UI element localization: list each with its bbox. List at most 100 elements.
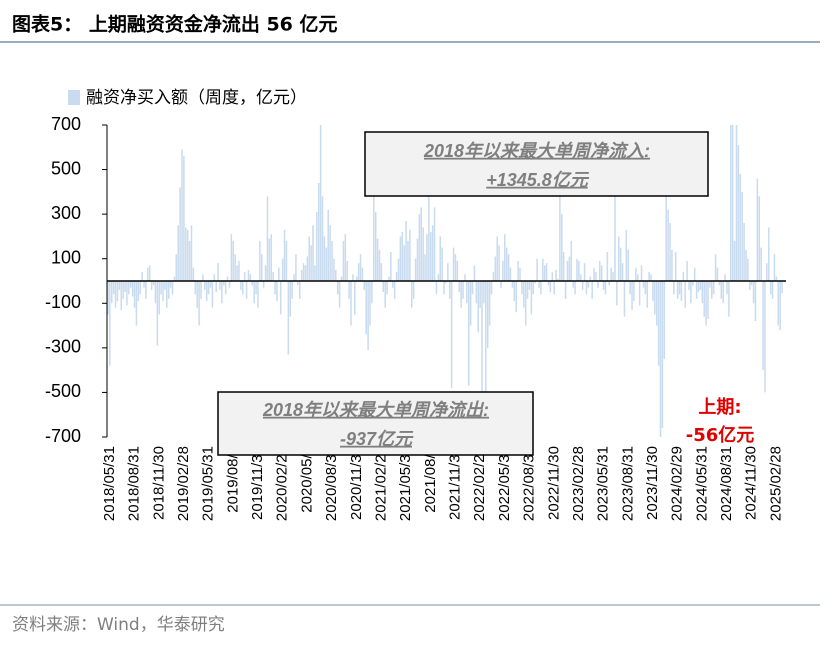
bar <box>767 227 770 281</box>
bar <box>361 267 364 281</box>
bar <box>606 252 609 281</box>
bar <box>680 281 683 302</box>
bar <box>623 281 626 317</box>
x-tick-label: 2018/11/30 <box>150 446 167 520</box>
bar <box>386 281 388 295</box>
bar <box>570 240 573 281</box>
bar <box>521 281 523 295</box>
bar <box>367 281 369 351</box>
x-tick-label: 2022/08/31 <box>521 446 538 521</box>
bar <box>764 281 766 393</box>
bar <box>475 281 478 304</box>
bar <box>405 220 407 281</box>
bar <box>190 225 193 281</box>
bar <box>686 260 688 281</box>
bar <box>295 254 297 281</box>
bar <box>205 281 208 302</box>
bar <box>414 258 417 281</box>
bar <box>166 281 168 308</box>
bar <box>234 254 236 281</box>
bar <box>669 223 671 281</box>
bar <box>293 274 295 281</box>
bar <box>530 281 533 315</box>
bar <box>393 281 396 299</box>
bar <box>268 238 271 281</box>
bar <box>712 281 715 295</box>
bar <box>722 281 724 304</box>
x-tick-label: 2025/02/28 <box>767 446 784 521</box>
bar <box>297 281 299 286</box>
bar <box>673 281 675 295</box>
x-tick-label: 2021/11/30 <box>447 446 464 520</box>
bar <box>437 274 440 281</box>
bar <box>646 281 648 308</box>
bar <box>133 281 136 308</box>
bar <box>317 182 320 281</box>
bar <box>488 281 491 326</box>
bar <box>625 229 628 281</box>
bar <box>638 281 641 306</box>
bar <box>167 281 170 299</box>
bar <box>745 249 747 281</box>
bar <box>749 281 751 290</box>
bar <box>200 281 202 299</box>
bar <box>648 272 650 281</box>
bar <box>177 225 179 281</box>
bar <box>728 281 730 317</box>
bar <box>720 281 723 299</box>
bar <box>714 254 717 281</box>
bar <box>348 281 350 299</box>
bar <box>274 281 276 295</box>
bar <box>139 281 141 295</box>
bar <box>431 225 434 281</box>
bar <box>354 281 356 315</box>
bar <box>716 267 719 281</box>
bar <box>329 225 331 281</box>
bar <box>160 281 162 295</box>
bar <box>131 281 134 297</box>
bar <box>281 258 284 281</box>
bar <box>316 211 318 281</box>
bars <box>107 125 783 437</box>
bar <box>747 258 749 281</box>
bar <box>266 196 269 281</box>
bar <box>152 281 155 286</box>
bar <box>276 281 278 302</box>
bar <box>655 281 658 326</box>
bar <box>692 281 694 286</box>
bar <box>730 125 732 281</box>
bar <box>447 263 449 281</box>
annotation-box <box>364 131 709 197</box>
bar <box>576 258 578 281</box>
bar <box>523 281 525 308</box>
bar <box>204 281 206 290</box>
y-tick-label: -700 <box>45 426 81 446</box>
bar <box>376 238 379 281</box>
bar <box>561 214 563 281</box>
bar <box>264 265 267 281</box>
bar <box>496 236 498 281</box>
bar <box>350 281 352 326</box>
y-tick-label: 700 <box>51 114 81 134</box>
annotation-box <box>217 391 534 456</box>
bar <box>312 225 314 281</box>
bar <box>555 269 557 281</box>
bar <box>148 265 151 281</box>
bar <box>671 249 673 281</box>
bar <box>695 281 698 299</box>
bar <box>213 274 216 281</box>
bar <box>547 281 550 286</box>
bar <box>654 281 656 315</box>
bar <box>678 281 681 295</box>
x-tick-label: 2024/11/30 <box>743 446 760 520</box>
bar <box>458 281 461 293</box>
bar <box>454 254 457 281</box>
bar <box>564 281 567 299</box>
bar <box>581 281 584 290</box>
bar <box>183 156 185 281</box>
bar <box>743 223 745 281</box>
bar <box>382 281 385 293</box>
bar <box>779 281 781 331</box>
bar <box>401 231 404 281</box>
bar <box>112 281 115 295</box>
